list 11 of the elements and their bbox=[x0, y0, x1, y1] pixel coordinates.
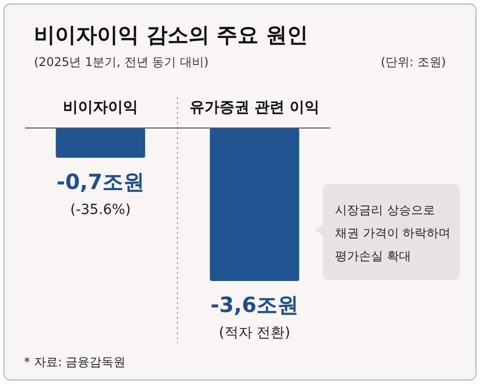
text: (단위: 조원) bbox=[380, 55, 446, 69]
text: 시장금리 상승으로 채권 가격이 하락하며 평가손실 확대 bbox=[335, 203, 451, 263]
text: * 자료: 금융감독원 bbox=[24, 355, 126, 369]
annotation: (-35.6%) bbox=[70, 202, 131, 218]
x-tick-label: 비이자이익 bbox=[62, 98, 138, 116]
x-tick-label: 유가증권 관련 이익 bbox=[189, 98, 320, 116]
chart-title: 비이자이익 감소의 주요 원인 bbox=[34, 23, 308, 47]
data-label: -0,7조원 bbox=[56, 170, 144, 194]
text: (적자 전환) bbox=[218, 325, 290, 341]
chart-subtitle: (2025년 1분기, 전년 동기 대비) bbox=[34, 55, 209, 69]
data-label: -3,6조원 bbox=[210, 293, 298, 317]
